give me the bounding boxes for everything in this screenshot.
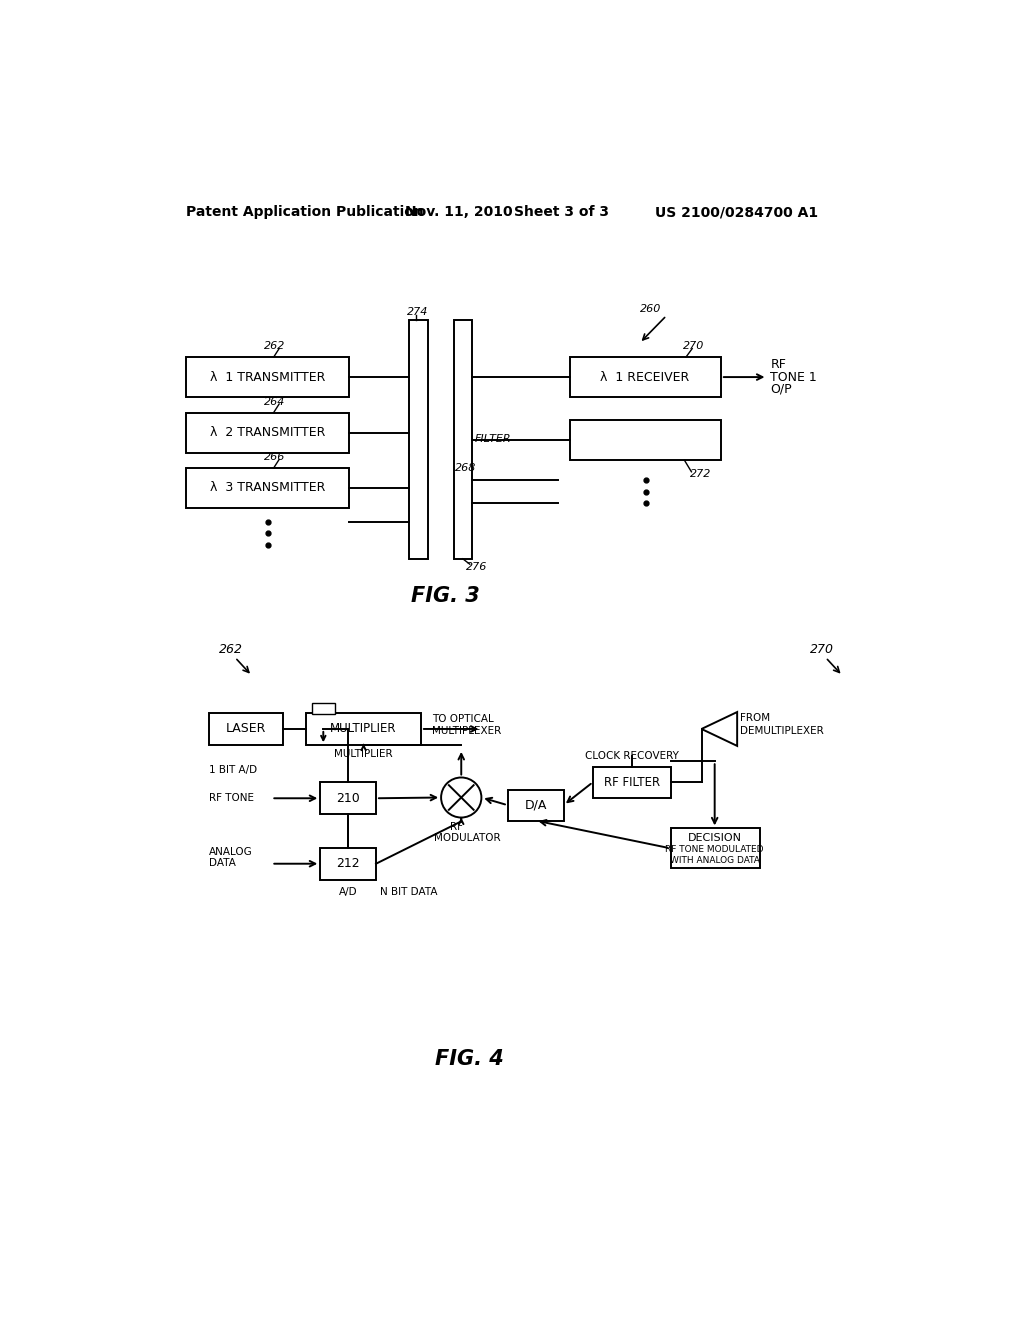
Text: 212: 212	[336, 857, 359, 870]
Text: 274: 274	[407, 308, 428, 317]
Bar	[454, 321, 472, 558]
Bar	[306, 713, 421, 744]
Text: Nov. 11, 2010: Nov. 11, 2010	[406, 206, 513, 219]
Bar	[569, 358, 721, 397]
Bar	[671, 829, 760, 869]
Bar	[508, 789, 563, 821]
Text: RF: RF	[770, 358, 786, 371]
Text: A/D: A/D	[339, 887, 357, 898]
Text: FIG. 4: FIG. 4	[434, 1049, 504, 1069]
Text: N BIT DATA: N BIT DATA	[380, 887, 437, 898]
Text: ANALOG: ANALOG	[209, 847, 253, 857]
Text: DECISION: DECISION	[688, 833, 741, 842]
Text: RF TONE MODULATED: RF TONE MODULATED	[666, 845, 764, 854]
Text: TONE 1: TONE 1	[770, 371, 817, 384]
Text: 264: 264	[263, 397, 285, 407]
Text: 210: 210	[336, 792, 360, 805]
Bar	[311, 702, 335, 714]
Text: Sheet 3 of 3: Sheet 3 of 3	[514, 206, 609, 219]
Text: Patent Application Publication: Patent Application Publication	[186, 206, 424, 219]
Text: CLOCK RECOVERY: CLOCK RECOVERY	[585, 751, 679, 760]
Text: MODULATOR: MODULATOR	[434, 833, 501, 842]
Text: 262: 262	[219, 643, 244, 656]
Text: FILTER: FILTER	[475, 434, 512, 445]
Bar	[209, 713, 283, 744]
Bar	[569, 420, 721, 461]
Bar	[321, 781, 376, 814]
Text: 276: 276	[466, 561, 487, 572]
Text: RF FILTER: RF FILTER	[604, 776, 659, 788]
Text: λ  1 TRANSMITTER: λ 1 TRANSMITTER	[210, 371, 326, 384]
Text: 260: 260	[640, 305, 660, 314]
Text: λ  2 TRANSMITTER: λ 2 TRANSMITTER	[210, 426, 326, 440]
Text: TO OPTICAL: TO OPTICAL	[432, 714, 494, 723]
Text: 262: 262	[263, 342, 285, 351]
Text: RF: RF	[451, 822, 464, 832]
Text: MULTIPLIER: MULTIPLIER	[334, 750, 393, 759]
Text: 1 BIT A/D: 1 BIT A/D	[209, 764, 257, 775]
Bar	[410, 321, 428, 558]
Text: FROM: FROM	[740, 713, 770, 723]
Text: 266: 266	[263, 453, 285, 462]
Text: WITH ANALOG DATA: WITH ANALOG DATA	[670, 857, 760, 865]
Bar	[321, 847, 376, 880]
Text: D/A: D/A	[524, 799, 547, 812]
Bar	[593, 767, 671, 797]
Bar	[186, 358, 349, 397]
Text: RF TONE: RF TONE	[209, 793, 254, 804]
Text: 270: 270	[683, 342, 705, 351]
Bar	[186, 469, 349, 508]
Text: MULTIPLIER: MULTIPLIER	[331, 722, 397, 735]
Bar	[186, 412, 349, 453]
Text: 268: 268	[455, 463, 476, 473]
Text: 272: 272	[690, 469, 712, 479]
Text: US 2100/0284700 A1: US 2100/0284700 A1	[655, 206, 818, 219]
Text: DATA: DATA	[209, 858, 237, 869]
Text: LASER: LASER	[225, 722, 266, 735]
Text: FIG. 3: FIG. 3	[412, 586, 480, 606]
Text: λ  1 RECEIVER: λ 1 RECEIVER	[600, 371, 689, 384]
Text: DEMULTIPLEXER: DEMULTIPLEXER	[740, 726, 824, 735]
Text: λ  3 TRANSMITTER: λ 3 TRANSMITTER	[210, 482, 326, 495]
Text: O/P: O/P	[770, 383, 793, 396]
Text: MULTIPLEXER: MULTIPLEXER	[432, 726, 501, 737]
Text: 270: 270	[810, 643, 834, 656]
